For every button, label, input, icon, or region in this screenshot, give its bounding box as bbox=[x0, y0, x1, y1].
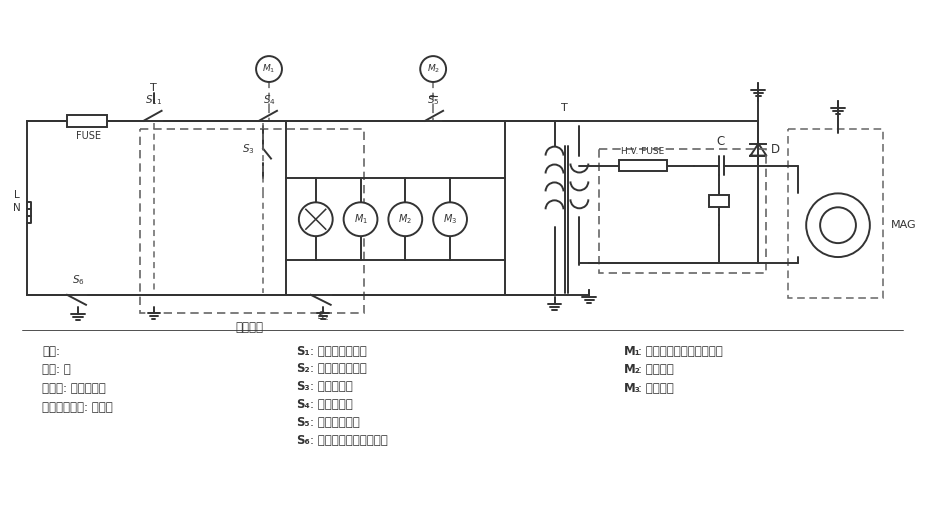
Text: : 转盘电机: : 转盘电机 bbox=[638, 382, 673, 395]
Text: : 磁控管自复位热断路器: : 磁控管自复位热断路器 bbox=[310, 434, 388, 447]
Text: $S_5$: $S_5$ bbox=[427, 93, 439, 107]
Text: M₂: M₂ bbox=[624, 364, 641, 376]
Text: L: L bbox=[15, 190, 20, 200]
Text: $M_1$: $M_1$ bbox=[353, 213, 367, 226]
Text: 炉门: 关: 炉门: 关 bbox=[43, 364, 71, 376]
Circle shape bbox=[807, 193, 870, 257]
Circle shape bbox=[343, 202, 377, 236]
Text: S₆: S₆ bbox=[296, 434, 310, 447]
Text: FUSE: FUSE bbox=[77, 131, 102, 140]
Circle shape bbox=[299, 202, 333, 236]
Text: 火力选择旋钮: 置高火: 火力选择旋钮: 置高火 bbox=[43, 401, 113, 414]
Text: S₅: S₅ bbox=[296, 416, 310, 429]
Text: 门关状态: 门关状态 bbox=[235, 321, 263, 334]
Text: $S_2$: $S_2$ bbox=[316, 309, 329, 323]
Text: $S_{11}$: $S_{11}$ bbox=[145, 93, 162, 107]
Circle shape bbox=[256, 56, 282, 82]
Text: MAG: MAG bbox=[891, 220, 917, 230]
Text: $S_4$: $S_4$ bbox=[263, 93, 276, 107]
Text: T: T bbox=[150, 83, 157, 93]
Text: $M_2$: $M_2$ bbox=[399, 213, 413, 226]
Text: : 定时器开关: : 定时器开关 bbox=[310, 399, 352, 411]
Bar bbox=[619, 160, 667, 172]
Text: 定时器: 零时刻位置: 定时器: 零时刻位置 bbox=[43, 382, 106, 395]
Text: N: N bbox=[14, 204, 21, 213]
Text: : 门第一联锁开关: : 门第一联锁开关 bbox=[310, 344, 366, 358]
Text: M₁: M₁ bbox=[624, 344, 641, 358]
Text: M₃: M₃ bbox=[624, 382, 641, 395]
Text: $M_2$: $M_2$ bbox=[426, 63, 439, 75]
Text: : 风扇电机: : 风扇电机 bbox=[638, 364, 673, 376]
Text: : 门监控开关: : 门监控开关 bbox=[310, 381, 352, 393]
Circle shape bbox=[820, 207, 856, 243]
Text: T: T bbox=[561, 103, 568, 113]
Circle shape bbox=[433, 202, 467, 236]
Text: C: C bbox=[717, 135, 725, 148]
Text: $M_1$: $M_1$ bbox=[263, 63, 276, 75]
Bar bbox=[709, 196, 729, 207]
Text: S₁: S₁ bbox=[296, 344, 310, 358]
Text: D: D bbox=[771, 143, 781, 156]
Text: : 火力选择开关: : 火力选择开关 bbox=[310, 416, 360, 429]
Text: H.V. FUSE: H.V. FUSE bbox=[622, 147, 665, 156]
Text: : 一体化定时火力选择电机: : 一体化定时火力选择电机 bbox=[638, 344, 722, 358]
Text: : 门第二联锁开关: : 门第二联锁开关 bbox=[310, 363, 366, 375]
Circle shape bbox=[388, 202, 422, 236]
Text: 条件:: 条件: bbox=[43, 344, 60, 358]
Text: $M_3$: $M_3$ bbox=[443, 213, 457, 226]
Text: S₂: S₂ bbox=[296, 363, 310, 375]
Text: S₄: S₄ bbox=[296, 399, 310, 411]
Bar bbox=[68, 115, 107, 127]
Text: $S_3$: $S_3$ bbox=[242, 142, 255, 155]
Text: $S_6$: $S_6$ bbox=[71, 273, 84, 287]
Text: S₃: S₃ bbox=[296, 381, 310, 393]
Circle shape bbox=[420, 56, 446, 82]
